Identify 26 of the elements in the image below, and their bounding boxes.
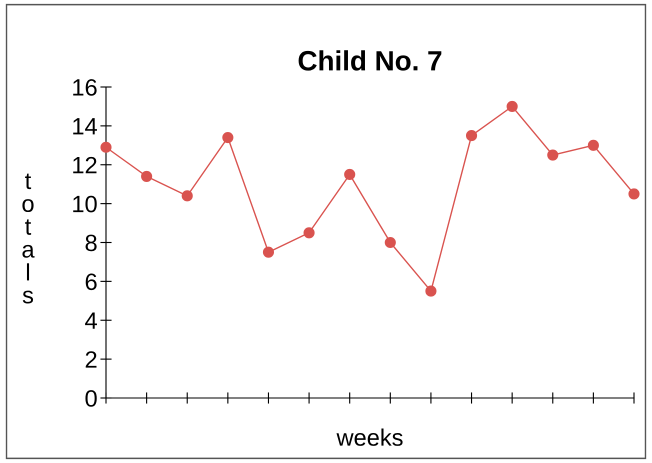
y-tick-label: 10 <box>73 196 97 212</box>
y-tick-label: 0 <box>85 390 97 407</box>
point <box>384 236 396 248</box>
point <box>547 149 558 161</box>
y-tick-label: 2 <box>86 351 96 368</box>
point <box>425 286 436 297</box>
y-tick-label: 16 <box>73 79 97 96</box>
point <box>262 246 274 258</box>
point <box>344 168 356 180</box>
x-axis-title: weeks <box>336 428 403 446</box>
point <box>506 100 518 112</box>
point <box>141 170 152 182</box>
y-tick-label: 6 <box>86 273 97 290</box>
point <box>182 190 193 202</box>
point <box>100 142 112 153</box>
y-axis-title: totals <box>22 174 35 304</box>
y-tick-label: 14 <box>73 118 97 134</box>
point <box>628 188 640 200</box>
y-tick-label: 4 <box>85 312 97 329</box>
point <box>304 227 315 238</box>
chart-title: Child No. 7 <box>298 50 442 71</box>
y-tick-label: 12 <box>73 156 96 174</box>
y-tick-label: 8 <box>86 234 97 252</box>
point <box>588 140 599 151</box>
point <box>222 132 234 144</box>
point <box>466 130 478 142</box>
